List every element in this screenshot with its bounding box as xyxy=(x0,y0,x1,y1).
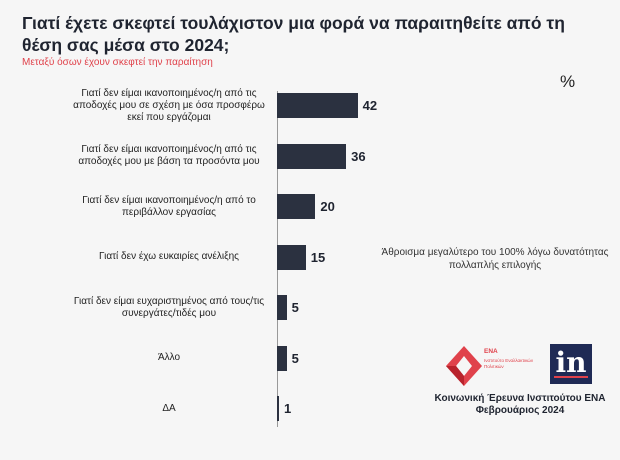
ena-institute-logo: ΕΝΑ Ινστιτούτο Εναλλακτικών Πολιτικών xyxy=(444,344,540,388)
multi-choice-note: Άθροισμα μεγαλύτερο του 100% λόγω δυνατό… xyxy=(381,247,609,271)
bar xyxy=(277,194,316,219)
bar xyxy=(277,93,358,118)
category-label: Γιατί δεν είμαι ικανοποιημένος/η από τις… xyxy=(78,144,260,167)
source-line-1: Κοινωνική Έρευνα Ινστιτούτου ΕΝΑ xyxy=(434,393,606,404)
chart-subtitle: Μεταξύ όσων έχουν σκεφτεί την παραίτηση xyxy=(22,57,213,68)
bar xyxy=(277,143,347,169)
category-label: Γιατί δεν είμαι ικανοποιημένος/η από τις… xyxy=(73,87,265,123)
data-label: 20 xyxy=(320,199,335,214)
bar xyxy=(277,396,279,421)
data-label: 5 xyxy=(291,350,299,366)
category-label: Γιατί δεν είμαι ευχαριστημένος από τους/… xyxy=(73,295,265,319)
ena-logo-text: ΕΝΑ xyxy=(484,348,498,355)
data-label: 1 xyxy=(284,401,292,416)
ena-logo-mark-icon xyxy=(446,346,482,386)
data-label: 36 xyxy=(351,148,366,164)
source-line-2: Φεβρουάριος 2024 xyxy=(475,405,565,416)
data-label: 5 xyxy=(291,300,299,315)
data-label: 42 xyxy=(362,98,378,113)
category-label: ΔΑ xyxy=(162,402,176,414)
ena-logo-subtext: Ινστιτούτο Εναλλακτικών Πολιτικών xyxy=(484,358,534,369)
data-label: 15 xyxy=(310,249,326,265)
chart-title: Γιατί έχετε σκεφτεί τουλάχιστον μια φορά… xyxy=(22,13,565,55)
bar xyxy=(277,244,306,270)
category-label: Άλλο xyxy=(157,352,181,363)
in-logo-text: in xyxy=(555,346,587,379)
source-credit: Κοινωνική Έρευνα Ινστιτούτου ΕΝΑ Φεβρουά… xyxy=(420,393,620,417)
bar xyxy=(277,295,287,320)
in-logo: in xyxy=(550,344,592,384)
unit-label: % xyxy=(560,72,576,91)
bar xyxy=(277,345,287,371)
category-label: Γιατί δεν έχω ευκαιρίες ανέλιξης xyxy=(99,251,239,262)
category-label: Γιατί δεν είμαι ικανοποιημένος/η από το … xyxy=(82,194,256,218)
